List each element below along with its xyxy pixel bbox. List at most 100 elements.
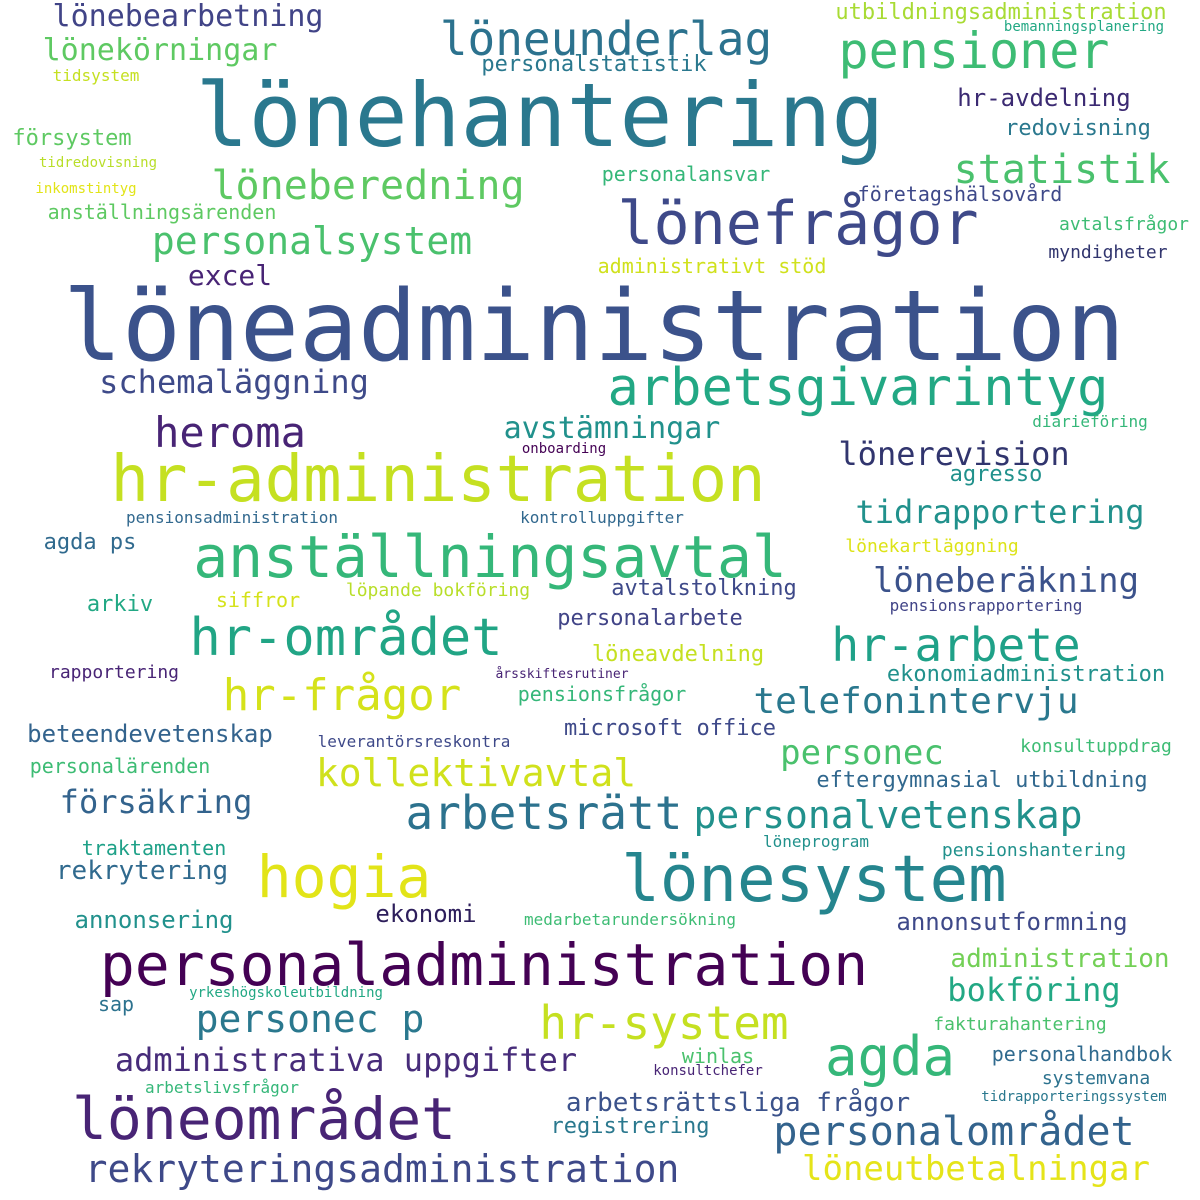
word-kontrolluppgifter: kontrolluppgifter bbox=[520, 508, 684, 527]
word-bemanningsplanering: bemanningsplanering bbox=[1003, 19, 1165, 35]
word-agresso: agresso bbox=[949, 462, 1043, 487]
word-redovisning: redovisning bbox=[1005, 116, 1151, 141]
word-personalsystem: personalsystem bbox=[151, 219, 473, 263]
word-lonefragor: lönefrågor bbox=[617, 189, 979, 259]
word-statistik: statistik bbox=[953, 147, 1171, 193]
word-konsultchefer: konsultchefer bbox=[653, 1063, 763, 1079]
word-administrativt-stod: administrativt stöd bbox=[597, 254, 827, 278]
word-siffror: siffror bbox=[215, 588, 301, 612]
word-loneutbetalningar: löneutbetalningar bbox=[802, 1149, 1150, 1189]
word-arbetsrattsliga-fragor: arbetsrättsliga frågor bbox=[565, 1088, 911, 1118]
word-lonebearbetning: lönebearbetning bbox=[52, 0, 324, 34]
word-annonsering: annonsering bbox=[74, 906, 234, 934]
word-forsystem: försystem bbox=[12, 126, 132, 151]
word-pensionsadministration: pensionsadministration bbox=[126, 508, 338, 527]
word-lonerevision: lönerevision bbox=[838, 435, 1070, 473]
word-diarieforing: diarieföring bbox=[1032, 412, 1148, 431]
word-rekryteringsadministration: rekryteringsadministration bbox=[84, 1147, 680, 1191]
word-pensioner: pensioner bbox=[838, 22, 1110, 80]
word-heroma: heroma bbox=[154, 408, 306, 457]
word-eftergymnasial-utbildning: eftergymnasial utbildning bbox=[816, 768, 1148, 793]
word-personec-p: personec p bbox=[195, 997, 425, 1041]
word-personalstatistik: personalstatistik bbox=[481, 52, 707, 77]
word-excel: excel bbox=[187, 259, 273, 292]
word-avstamningar: avstämningar bbox=[503, 411, 721, 446]
word-traktamenten: traktamenten bbox=[81, 836, 227, 860]
word-systemvana: systemvana bbox=[1041, 1068, 1151, 1089]
word-personalarbete: personalarbete bbox=[557, 606, 743, 631]
word-inkomstintyg: inkomstintyg bbox=[35, 181, 137, 197]
word-myndigheter: myndigheter bbox=[1048, 242, 1168, 263]
word-loneberedning: löneberedning bbox=[211, 163, 525, 209]
word-tidsystem: tidsystem bbox=[52, 66, 140, 85]
word-anstallningsavtal: anställningsavtal bbox=[193, 523, 787, 591]
word-tidredovisning: tidredovisning bbox=[38, 155, 158, 171]
word-lonehantering: lönehantering bbox=[195, 64, 885, 167]
word-loneomradet: löneområdet bbox=[71, 1085, 457, 1153]
word-loneberakning: löneberäkning bbox=[872, 561, 1140, 601]
word-beteendevetenskap: beteendevetenskap bbox=[27, 720, 273, 748]
word-annonsutformning: annonsutformning bbox=[896, 908, 1128, 936]
word-hr-arbete: hr-arbete bbox=[831, 618, 1081, 672]
word-lopande-bokforing: löpande bokföring bbox=[345, 580, 531, 601]
word-personec: personec bbox=[780, 733, 944, 773]
word-loneadministration: löneadministration bbox=[62, 270, 1126, 384]
word-avtalstolkning: avtalstolkning bbox=[611, 576, 797, 601]
word-pensionshantering: pensionshantering bbox=[941, 840, 1127, 861]
word-arbetsgivarintyg: arbetsgivarintyg bbox=[607, 358, 1109, 418]
word-loneavdelning: löneavdelning bbox=[591, 642, 765, 667]
word-personalarenden: personalärenden bbox=[29, 754, 211, 778]
word-hr-system: hr-system bbox=[539, 996, 789, 1050]
word-lonesystem: lönesystem bbox=[621, 843, 1007, 917]
word-telefonintervju: telefonintervju bbox=[753, 681, 1079, 722]
word-forsakring: försäkring bbox=[59, 783, 253, 821]
word-agda-ps: agda ps bbox=[43, 530, 137, 555]
word-onboarding: onboarding bbox=[521, 441, 607, 457]
word-hr-avdelning: hr-avdelning bbox=[957, 84, 1131, 112]
word-yrkeshogskoleutbildning: yrkeshögskoleutbildning bbox=[189, 985, 383, 1001]
word-tidrapporteringssystem: tidrapporteringssystem bbox=[981, 1089, 1167, 1105]
word-hogia: hogia bbox=[256, 843, 432, 911]
word-ekonomi: ekonomi bbox=[375, 900, 477, 928]
word-kollektivavtal: kollektivavtal bbox=[315, 751, 637, 795]
word-schemalaggning: schemaläggning bbox=[99, 363, 369, 401]
word-bokforing: bokföring bbox=[947, 971, 1121, 1009]
word-arsskiftesrutiner: årsskiftesrutiner bbox=[495, 667, 629, 682]
word-fakturahantering: fakturahantering bbox=[933, 1014, 1107, 1035]
word-lonekorningar: lönekörningar bbox=[42, 33, 278, 68]
word-rekrytering: rekrytering bbox=[55, 856, 229, 886]
word-administration: administration bbox=[950, 944, 1170, 974]
word-leverantorsreskontra: leverantörsreskontra bbox=[317, 732, 511, 751]
word-konsultuppdrag: konsultuppdrag bbox=[1020, 736, 1172, 757]
word-hr-omradet: hr-området bbox=[189, 608, 503, 668]
word-tidrapportering: tidrapportering bbox=[855, 493, 1145, 531]
word-loneprogram: löneprogram bbox=[763, 832, 869, 851]
word-loneunderlag: löneunderlag bbox=[439, 12, 773, 66]
word-medarbetarundersokning: medarbetarundersökning bbox=[524, 910, 736, 929]
word-registrering: registrering bbox=[550, 1114, 710, 1139]
word-ekonomiadministration: ekonomiadministration bbox=[886, 662, 1166, 687]
word-arkiv: arkiv bbox=[86, 592, 154, 617]
word-sap: sap bbox=[97, 992, 135, 1016]
word-administrativa-uppgifter: administrativa uppgifter bbox=[114, 1041, 578, 1079]
word-lonekartlaggning: lönekartläggning bbox=[845, 536, 1019, 557]
word-hr-administration: hr-administration bbox=[110, 443, 766, 517]
word-anstallningsarenden: anställningsärenden bbox=[47, 200, 277, 224]
word-agda: agda bbox=[824, 1025, 956, 1088]
word-pensionsrapportering: pensionsrapportering bbox=[889, 596, 1083, 615]
word-personalvetenskap: personalvetenskap bbox=[693, 793, 1083, 837]
word-personaladministration: personaladministration bbox=[99, 931, 869, 999]
word-personalomradet: personalområdet bbox=[773, 1109, 1135, 1155]
word-microsoft-office: microsoft office bbox=[564, 716, 776, 741]
word-personalhandbok: personalhandbok bbox=[991, 1042, 1173, 1066]
word-pensionsfragor: pensionsfrågor bbox=[517, 682, 687, 706]
word-arbetslivsfragor: arbetslivsfrågor bbox=[144, 1078, 300, 1097]
word-arbetsratt: arbetsrätt bbox=[405, 786, 683, 840]
word-foretagshalsovard: företagshälsovård bbox=[857, 182, 1063, 206]
word-utbildningsadministration: utbildningsadministration bbox=[835, 0, 1167, 25]
word-avtalsfragor: avtalsfrågor bbox=[1058, 214, 1190, 235]
word-hr-fragor: hr-frågor bbox=[222, 670, 462, 721]
word-winlas: winlas bbox=[681, 1044, 755, 1068]
word-personalansvar: personalansvar bbox=[601, 162, 771, 186]
